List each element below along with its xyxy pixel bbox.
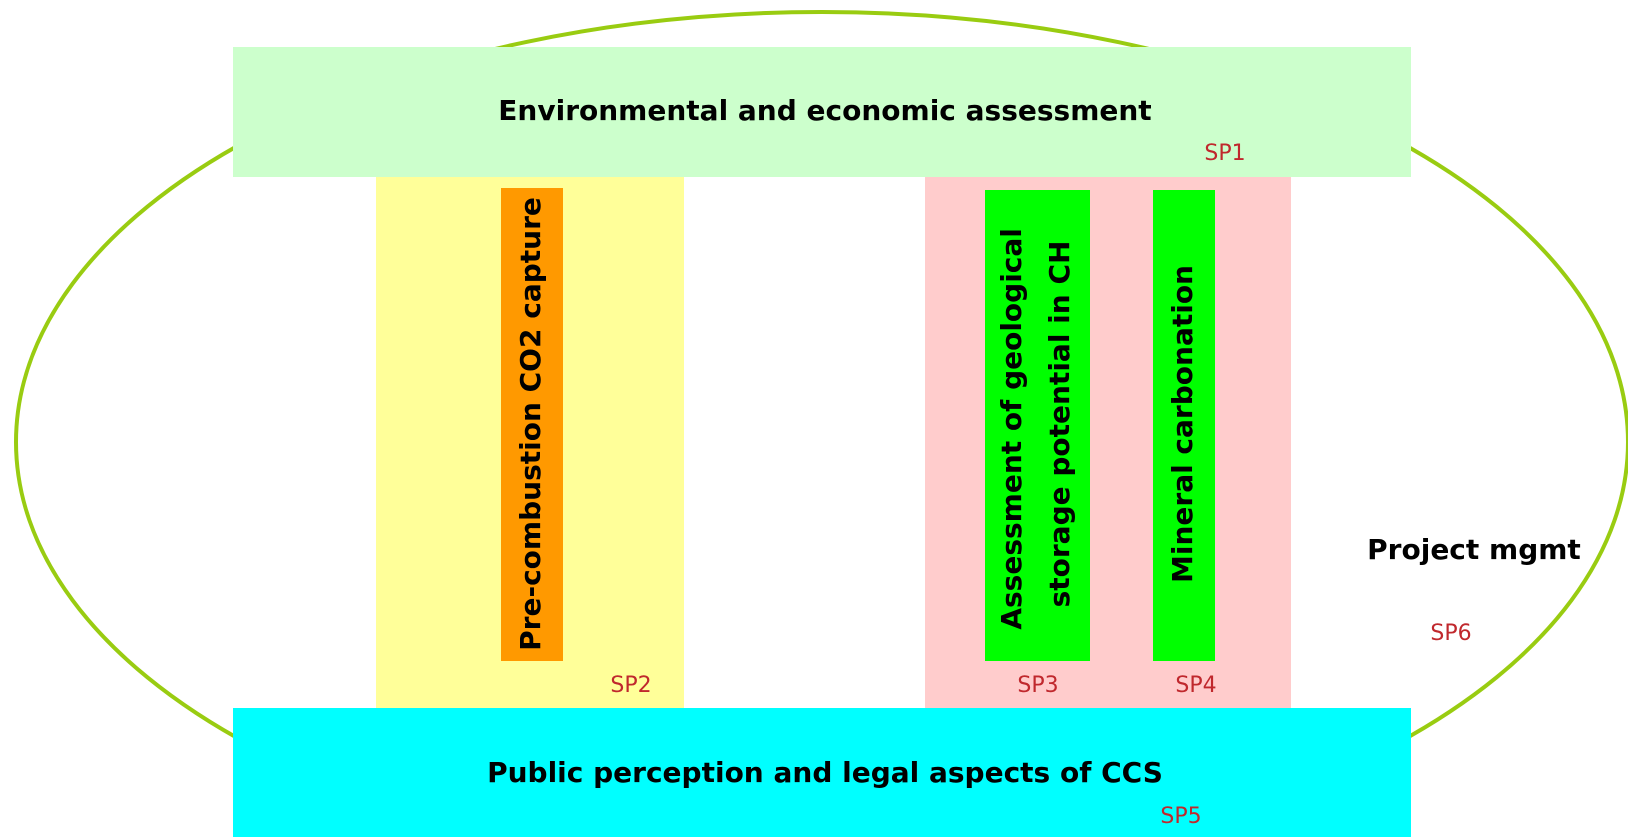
mineral-label: Mineral carbonation [1166,265,1199,583]
pre-combustion-label: Pre-combustion CO2 capture [514,197,547,651]
green-bar [985,190,1090,661]
top-title: Environmental and economic assessment [498,94,1151,127]
top-box [233,47,1411,177]
sp-code: SP5 [1160,804,1201,829]
label-line: storage potential in CH [1043,241,1076,608]
green-bar [1153,190,1215,661]
outer-ellipse [14,10,1628,837]
bottom-box [233,708,1411,837]
sp-code: SP1 [1204,141,1245,166]
pink-box [925,177,1291,708]
sp-code: SP6 [1430,621,1471,646]
sp-code: SP3 [1017,673,1058,698]
orange-bar [501,188,563,661]
label-line: Assessment of geological [995,228,1028,630]
bottom-title: Public perception and legal aspects of C… [487,756,1163,789]
sp-code: SP2 [610,673,651,698]
management-label: Project mgmt [1367,533,1581,566]
geological-label: Assessment of geological storage potenti… [995,218,1076,629]
sp-code: SP4 [1175,673,1216,698]
